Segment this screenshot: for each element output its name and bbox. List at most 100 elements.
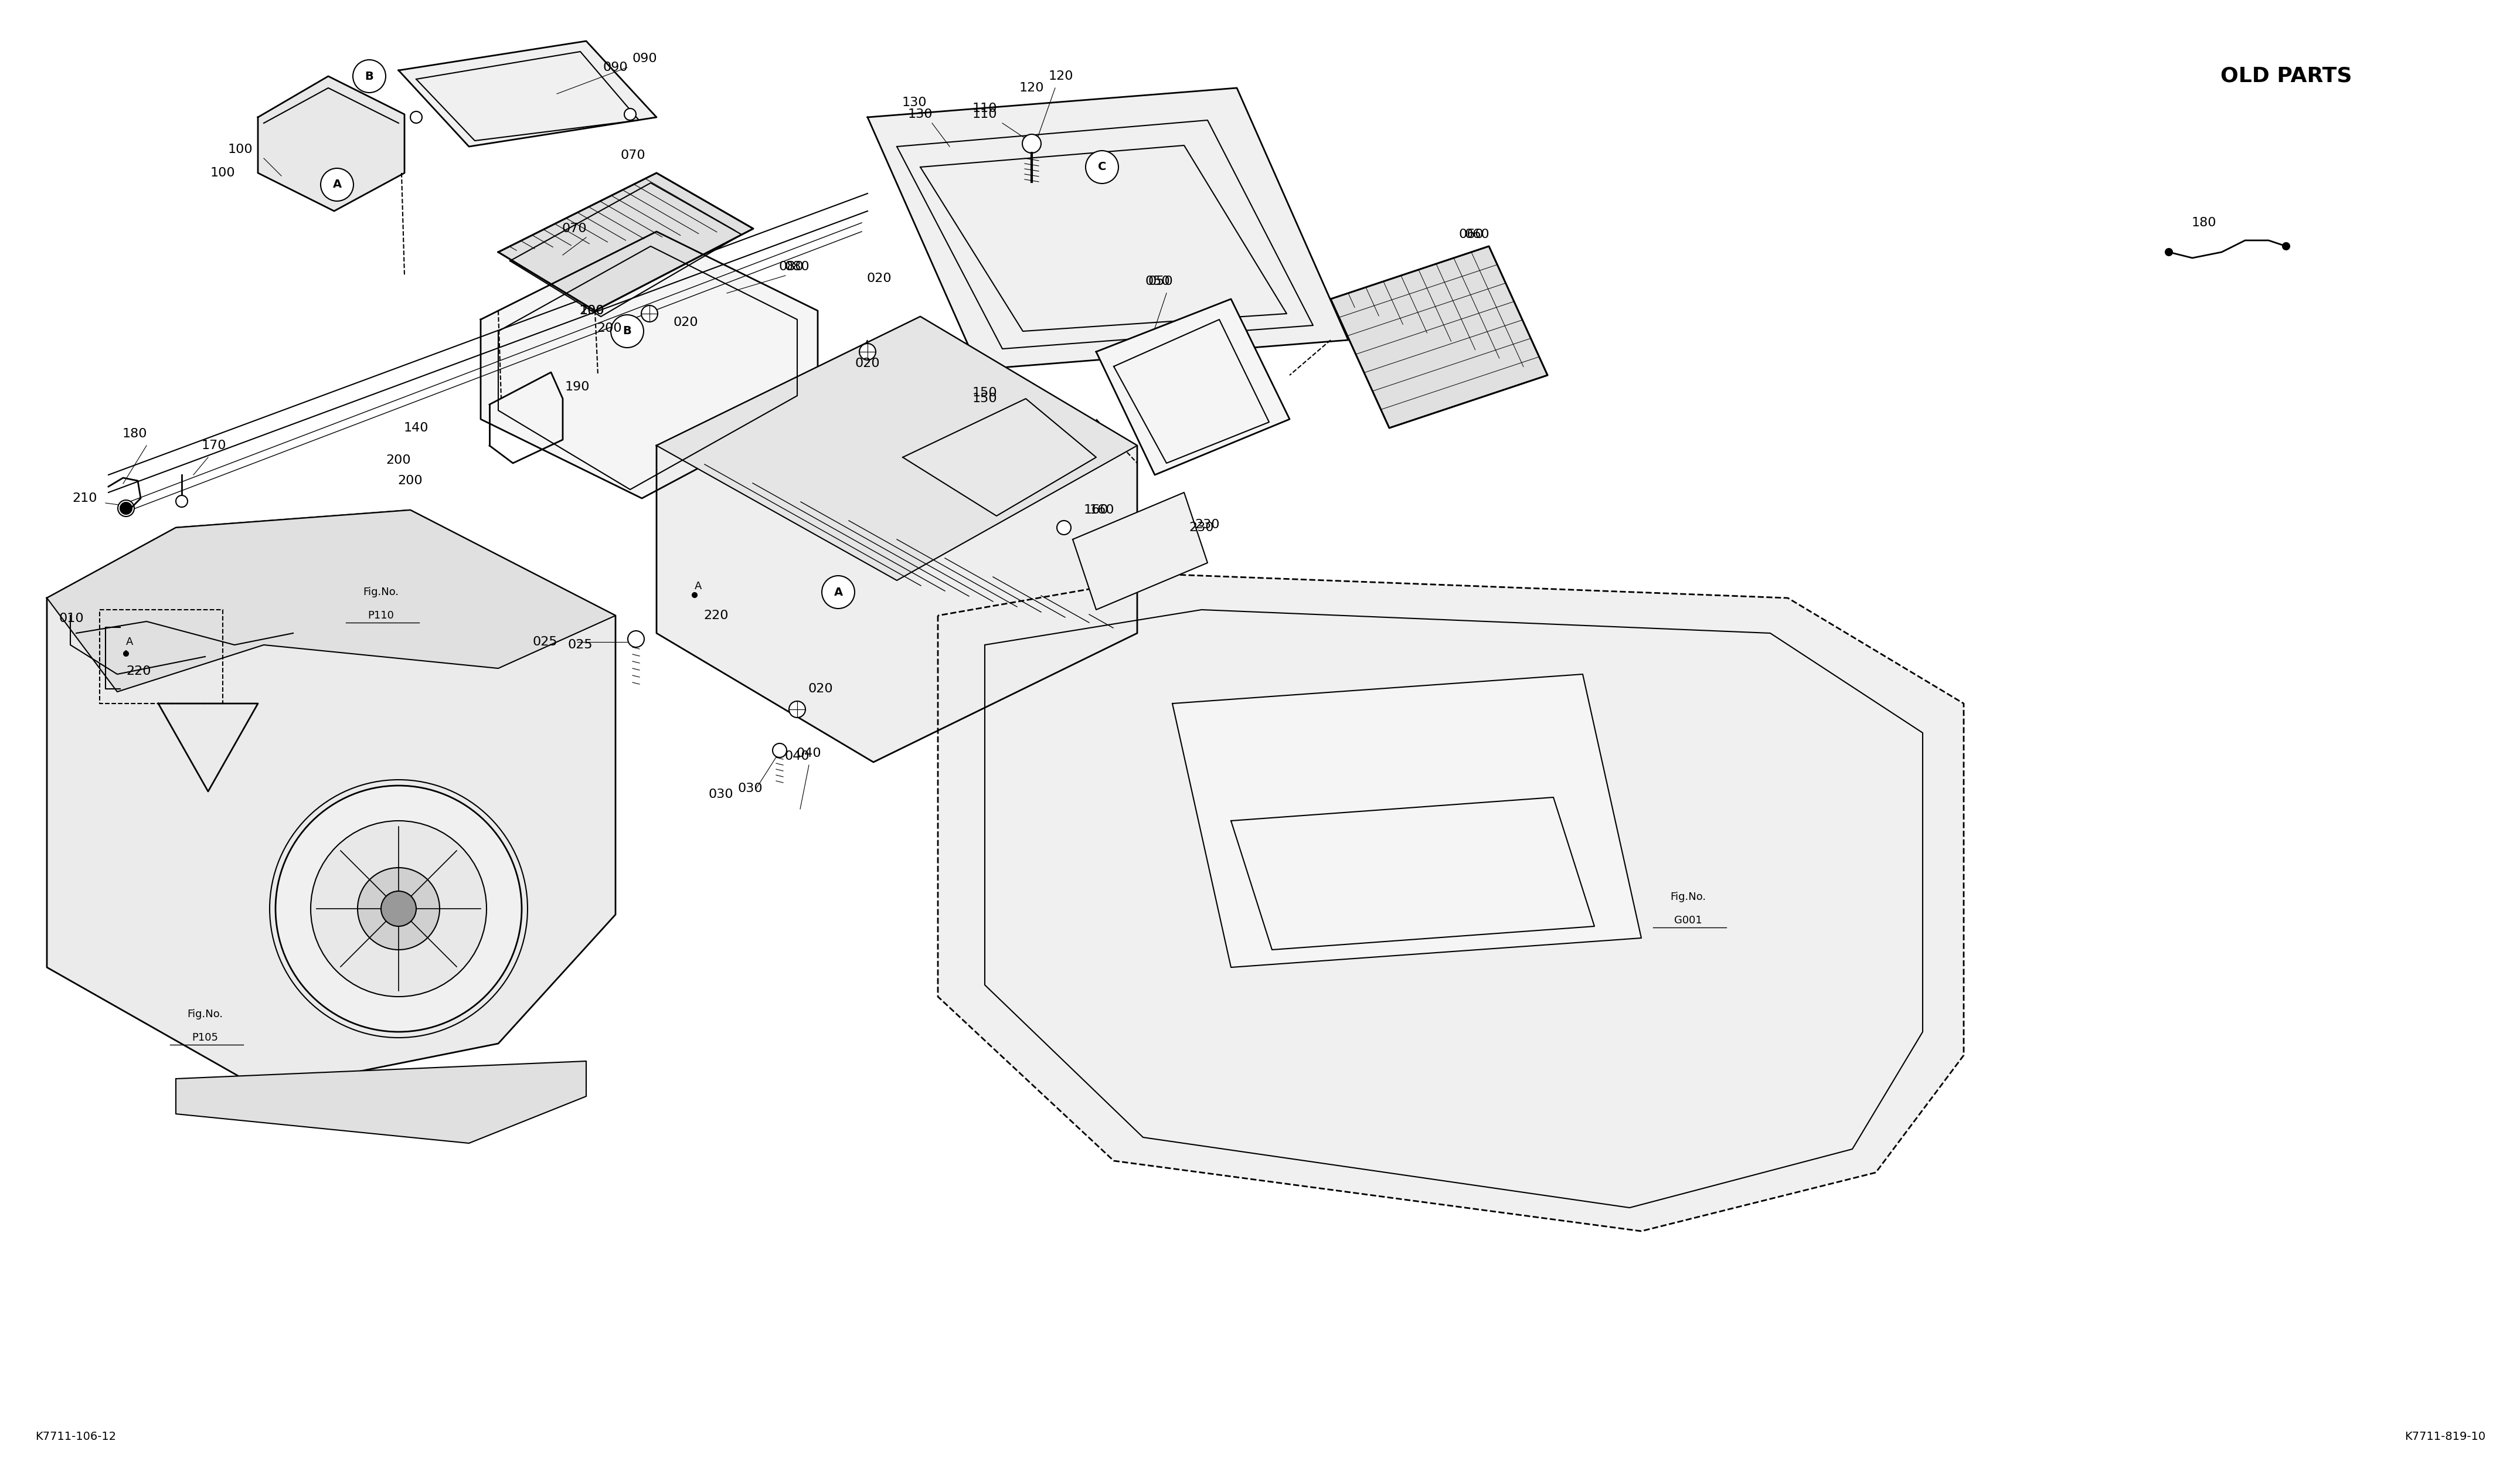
Text: B: B — [622, 326, 633, 336]
Polygon shape — [1096, 299, 1290, 474]
Text: A: A — [834, 587, 842, 597]
Text: 100: 100 — [209, 167, 234, 179]
Polygon shape — [1074, 492, 1207, 609]
Text: 180: 180 — [2192, 217, 2218, 229]
Circle shape — [121, 502, 131, 514]
Text: 040: 040 — [784, 750, 809, 762]
Text: 080: 080 — [779, 261, 804, 273]
Text: 210: 210 — [73, 492, 98, 504]
Polygon shape — [481, 232, 816, 498]
Text: 020: 020 — [673, 317, 698, 329]
Circle shape — [859, 344, 877, 360]
Circle shape — [2283, 242, 2291, 250]
Circle shape — [1056, 521, 1071, 534]
Text: 030: 030 — [738, 782, 764, 794]
Polygon shape — [1331, 247, 1547, 429]
Polygon shape — [902, 399, 1096, 515]
Text: B: B — [365, 70, 373, 82]
Polygon shape — [937, 574, 1963, 1232]
Polygon shape — [658, 317, 1137, 762]
Text: 020: 020 — [867, 273, 892, 285]
Polygon shape — [176, 1061, 587, 1144]
Text: 200: 200 — [580, 305, 605, 317]
Text: 060: 060 — [1459, 229, 1484, 241]
Text: 110: 110 — [973, 109, 998, 120]
Polygon shape — [867, 88, 1348, 370]
Circle shape — [176, 495, 186, 506]
Text: 180: 180 — [123, 429, 146, 440]
Circle shape — [789, 702, 806, 718]
Text: 150: 150 — [973, 393, 998, 405]
Circle shape — [640, 305, 658, 321]
Circle shape — [610, 314, 643, 348]
Polygon shape — [658, 317, 1137, 580]
Text: 100: 100 — [227, 144, 252, 156]
Text: 140: 140 — [403, 423, 428, 435]
Text: 050: 050 — [1149, 276, 1174, 288]
Circle shape — [1086, 151, 1119, 184]
Text: 020: 020 — [809, 683, 834, 694]
Text: 200: 200 — [386, 455, 411, 465]
Circle shape — [822, 575, 854, 609]
Text: 160: 160 — [1089, 504, 1114, 515]
Text: OLD PARTS: OLD PARTS — [2220, 66, 2351, 87]
Text: 150: 150 — [973, 388, 998, 399]
Text: 025: 025 — [567, 639, 592, 650]
Text: Fig.No.: Fig.No. — [186, 1009, 224, 1019]
Circle shape — [1023, 134, 1041, 153]
Text: 030: 030 — [708, 788, 733, 800]
Circle shape — [411, 112, 421, 123]
Text: A: A — [126, 637, 134, 647]
Text: 070: 070 — [620, 150, 645, 161]
Text: K7711-106-12: K7711-106-12 — [35, 1431, 116, 1442]
Circle shape — [123, 652, 129, 656]
Text: 090: 090 — [602, 62, 627, 73]
Text: Fig.No.: Fig.No. — [1671, 891, 1706, 903]
Text: A: A — [696, 581, 703, 592]
Circle shape — [774, 743, 786, 757]
Text: A: A — [333, 179, 343, 191]
Text: K7711-819-10: K7711-819-10 — [2404, 1431, 2485, 1442]
Circle shape — [2165, 248, 2172, 255]
Text: 060: 060 — [1464, 229, 1489, 241]
Text: 120: 120 — [1018, 82, 1043, 94]
Text: 190: 190 — [564, 382, 590, 393]
Text: 190: 190 — [580, 305, 605, 317]
Circle shape — [310, 821, 486, 997]
Circle shape — [275, 785, 522, 1032]
Polygon shape — [48, 509, 615, 1091]
Circle shape — [353, 60, 386, 92]
Text: 020: 020 — [854, 358, 879, 370]
Circle shape — [118, 501, 134, 517]
Text: 130: 130 — [902, 97, 927, 109]
Circle shape — [627, 631, 645, 647]
Text: P105: P105 — [192, 1032, 219, 1042]
Text: Fig.No.: Fig.No. — [363, 587, 398, 597]
Text: 050: 050 — [1144, 276, 1169, 288]
Text: 130: 130 — [907, 109, 932, 120]
Circle shape — [358, 868, 438, 950]
Text: C: C — [1099, 161, 1106, 173]
Text: 010: 010 — [58, 612, 83, 624]
Text: 120: 120 — [1048, 70, 1074, 82]
Text: 080: 080 — [784, 261, 809, 273]
Text: 220: 220 — [703, 609, 728, 621]
Circle shape — [320, 169, 353, 201]
Text: 200: 200 — [398, 474, 423, 486]
Circle shape — [625, 109, 635, 120]
Text: 200: 200 — [597, 323, 622, 335]
Text: P110: P110 — [368, 611, 393, 621]
Polygon shape — [48, 509, 615, 691]
Text: 090: 090 — [633, 53, 658, 65]
Polygon shape — [398, 41, 658, 147]
Circle shape — [693, 593, 698, 597]
Text: 110: 110 — [973, 103, 998, 115]
Text: 040: 040 — [796, 747, 822, 759]
Polygon shape — [499, 173, 753, 311]
Text: 220: 220 — [126, 665, 151, 677]
Text: G001: G001 — [1673, 915, 1701, 926]
Text: 230: 230 — [1189, 521, 1215, 533]
Polygon shape — [257, 76, 406, 211]
Text: 160: 160 — [1084, 504, 1109, 515]
Text: 230: 230 — [1194, 518, 1220, 530]
